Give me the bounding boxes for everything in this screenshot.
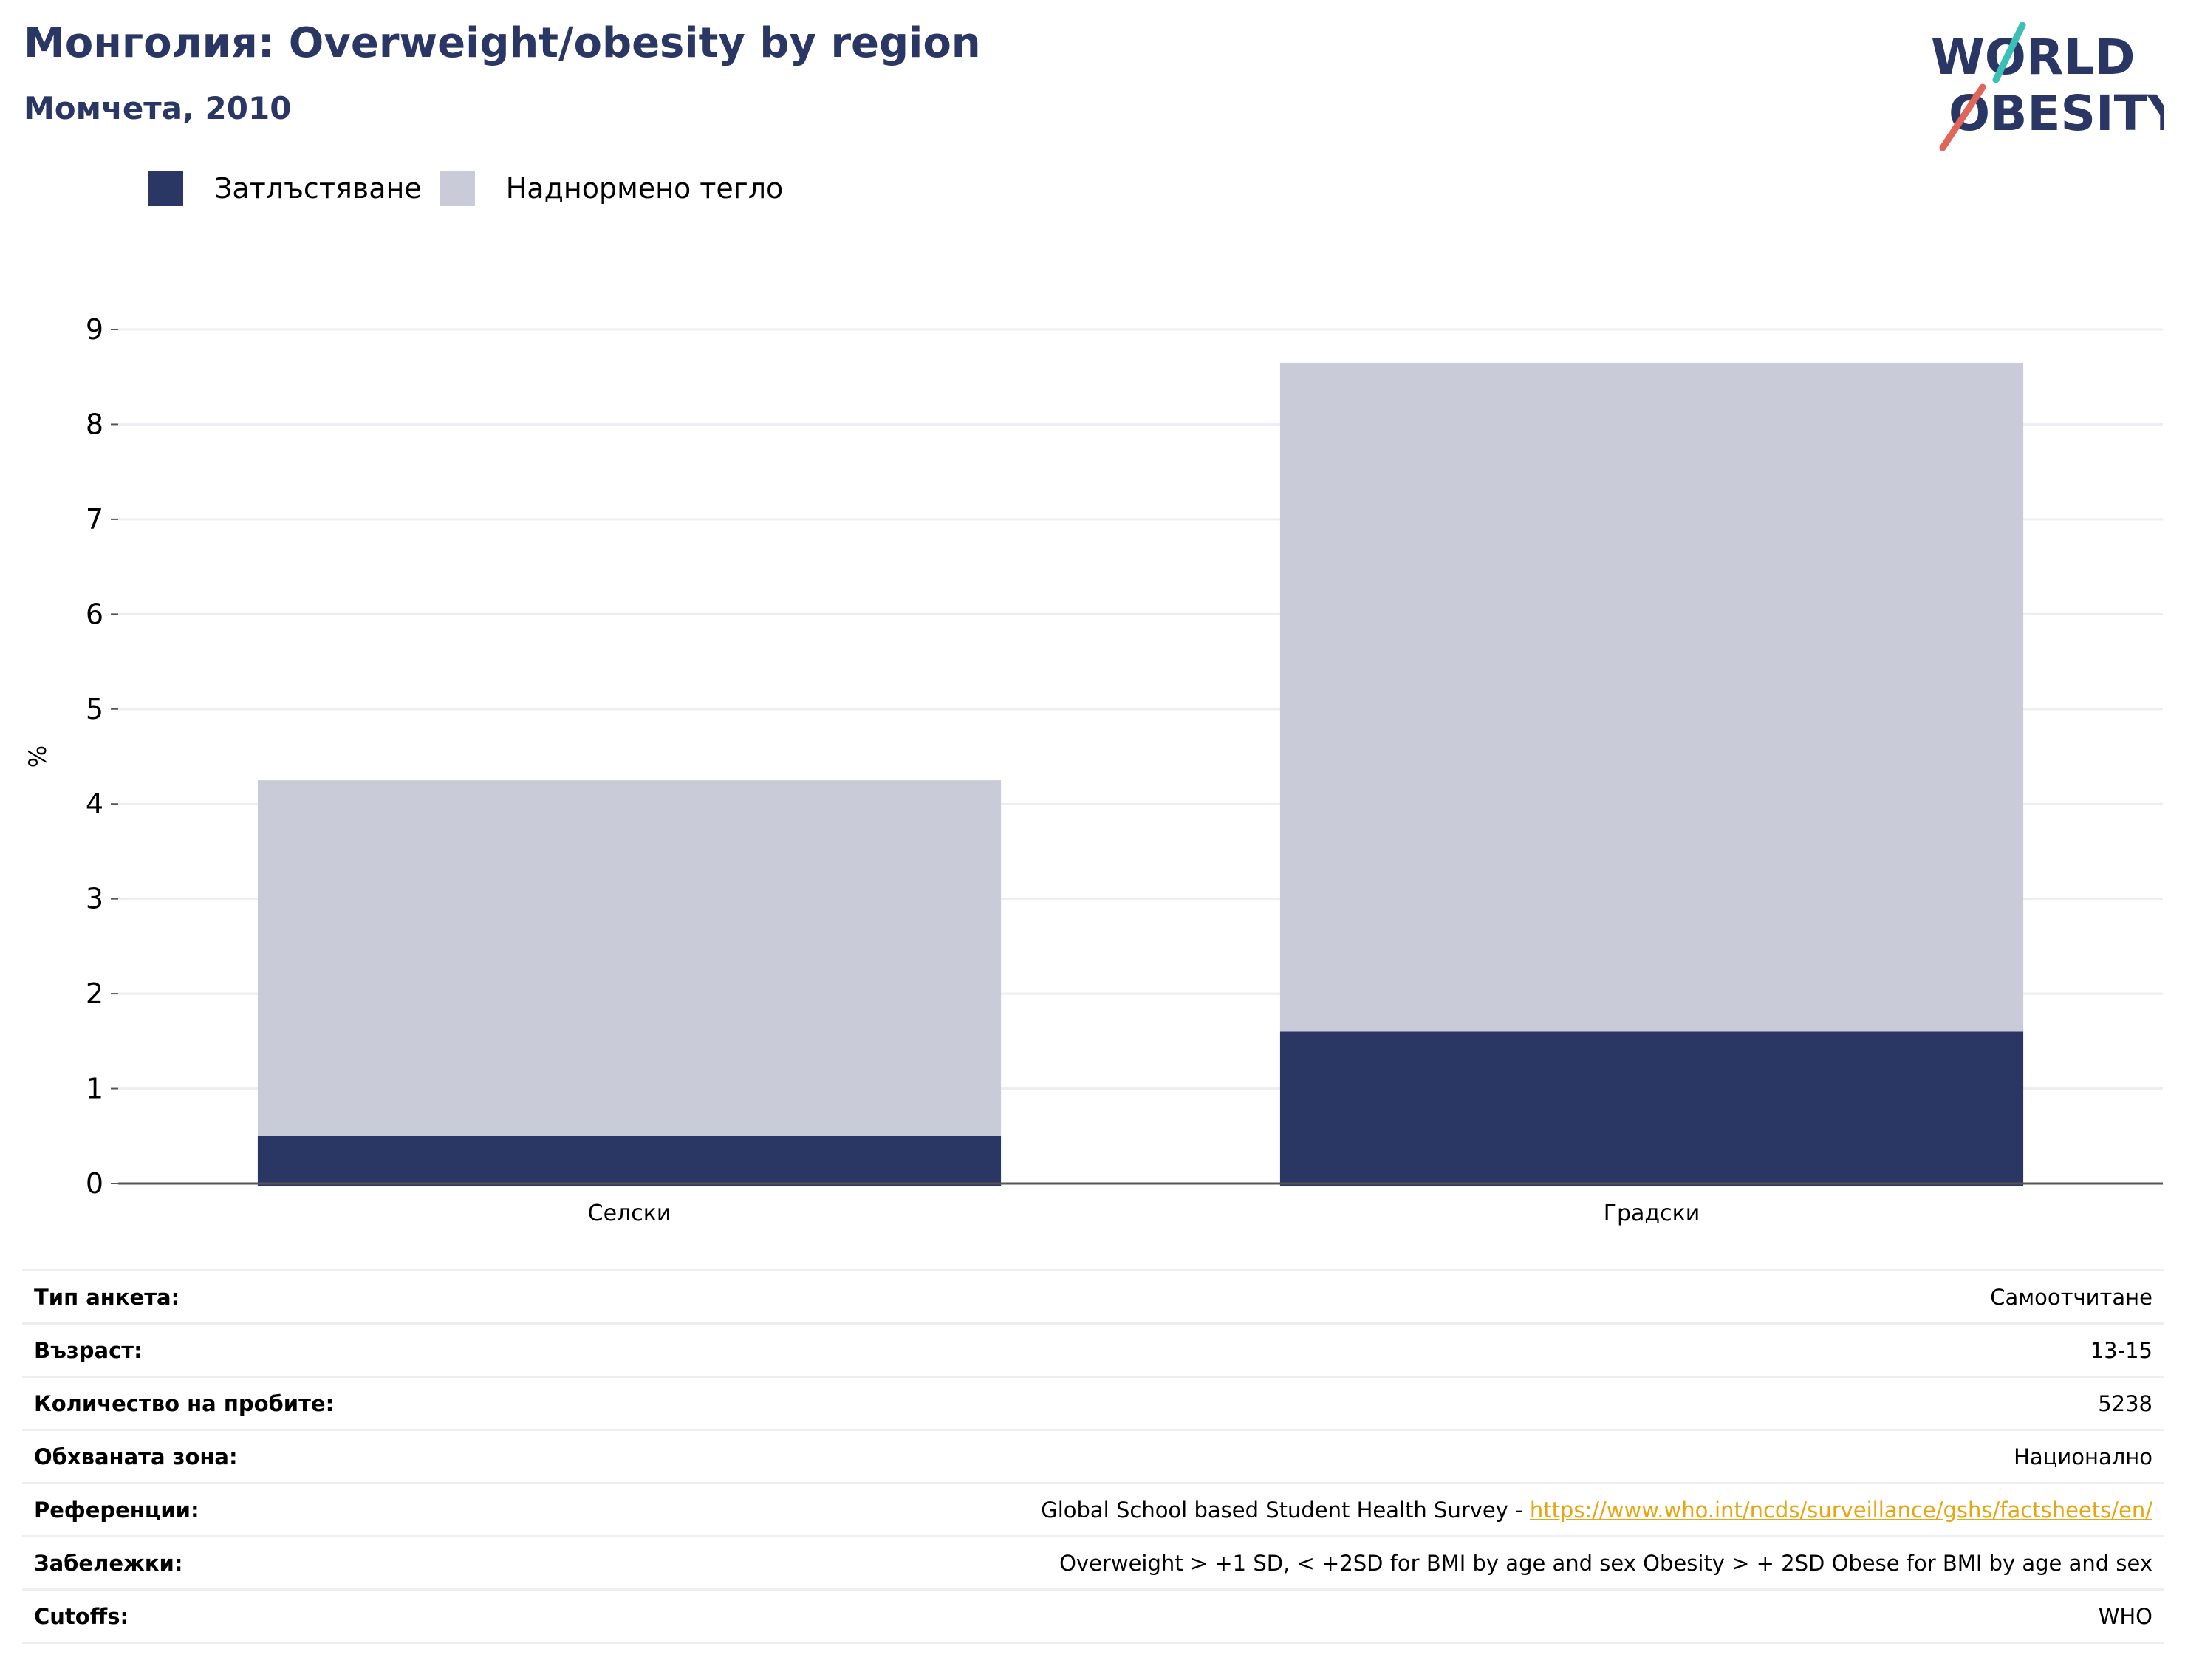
y-axis-label: % — [24, 745, 52, 768]
y-tick-label: 0 — [86, 1167, 103, 1200]
meta-key: Възраст: — [34, 1337, 143, 1363]
meta-key: Обхваната зона: — [34, 1444, 238, 1469]
page-subtitle: Момчета, 2010 — [24, 90, 292, 126]
meta-value-text: Global School based Student Health Surve… — [1041, 1497, 1530, 1523]
logo-slash-bottom — [1939, 83, 1986, 151]
meta-key: Забележки: — [34, 1550, 183, 1576]
y-tick-label: 1 — [86, 1073, 103, 1105]
meta-value: 5238 — [2098, 1391, 2152, 1416]
chart-legend: Затлъстяване Наднормено тегло — [148, 170, 801, 207]
meta-value: Национално — [2014, 1444, 2152, 1469]
legend-label-overweight: Наднормено тегло — [505, 172, 784, 205]
meta-value: 13-15 — [2090, 1338, 2152, 1363]
stacked-bar-chart: 0 1 2 3 4 5 6 7 8 9 % Селски Градски — [24, 313, 2163, 1226]
meta-value: WHO — [2099, 1604, 2152, 1629]
y-tick-label: 6 — [86, 598, 103, 630]
meta-row: Cutoffs: WHO — [22, 1591, 2164, 1644]
meta-value: Global School based Student Health Surve… — [1041, 1498, 2152, 1523]
meta-value-text: Национално — [2014, 1444, 2152, 1469]
meta-row: Възраст: 13-15 — [22, 1325, 2164, 1378]
meta-value-text: Overweight > +1 SD, < +2SD for BMI by ag… — [1059, 1550, 2152, 1576]
logo-text-obesity: OBESITY — [1949, 85, 2164, 142]
legend-item-overweight[interactable]: Наднормено тегло — [439, 171, 784, 206]
y-tick-label: 3 — [86, 883, 103, 915]
legend-swatch-obesity — [148, 171, 183, 206]
meta-key: Тип анкета: — [34, 1284, 180, 1310]
bar-overweight-rural — [257, 780, 1002, 1136]
y-tick-label: 8 — [86, 408, 103, 440]
legend-label-obesity: Затлъстяване — [214, 172, 422, 205]
bars — [257, 362, 2024, 1186]
y-axis-ticks: 0 1 2 3 4 5 6 7 8 9 — [86, 313, 118, 1200]
legend-swatch-overweight — [439, 171, 475, 206]
meta-key: Cutoffs: — [34, 1603, 129, 1629]
x-tick-label: Градски — [1604, 1201, 1700, 1226]
meta-row: Тип анкета: Самоотчитане — [22, 1271, 2164, 1325]
survey-details-table: Тип анкета: Самоотчитане Възраст: 13-15 Коли… — [22, 1269, 2164, 1644]
meta-row: Количество на пробите: 5238 — [22, 1378, 2164, 1431]
x-tick-label: Селски — [588, 1201, 671, 1226]
logo-text-world: WORLD — [1931, 29, 2136, 86]
meta-value: Overweight > +1 SD, < +2SD for BMI by ag… — [1059, 1551, 2152, 1576]
legend-item-obesity[interactable]: Затлъстяване — [148, 171, 422, 206]
meta-row: Референции: Global School based Student H… — [22, 1484, 2164, 1537]
meta-value-text: WHO — [2098, 1603, 2152, 1629]
bar-obesity-urban — [1279, 1031, 2024, 1186]
meta-row: Обхваната зона: Национално — [22, 1431, 2164, 1484]
meta-value: Самоотчитане — [1990, 1285, 2152, 1310]
meta-value-text: 13-15 — [2090, 1337, 2152, 1363]
y-tick-label: 4 — [86, 788, 103, 820]
y-tick-label: 5 — [86, 693, 103, 725]
reference-link[interactable]: https://www.who.int/ncds/surveillance/gs… — [1529, 1497, 2152, 1523]
meta-key: Референции: — [34, 1497, 199, 1523]
meta-key: Количество на пробите: — [34, 1390, 335, 1416]
logo-slash-top — [1992, 22, 2026, 83]
y-tick-label: 9 — [86, 313, 103, 346]
y-tick-label: 7 — [86, 503, 103, 536]
world-obesity-logo[interactable]: WORLD OBESITY — [1928, 22, 2164, 155]
bar-obesity-rural — [257, 1136, 1002, 1186]
meta-value-text: Самоотчитане — [1990, 1284, 2152, 1310]
bar-overweight-urban — [1279, 362, 2024, 1032]
x-axis-ticks: Селски Градски — [588, 1201, 1700, 1226]
page-title: Монголия: Overweight/obesity by region — [24, 19, 981, 67]
y-tick-label: 2 — [86, 977, 103, 1010]
meta-value-text: 5238 — [2098, 1390, 2152, 1416]
meta-row: Забележки: Overweight > +1 SD, < +2SD for… — [22, 1537, 2164, 1591]
